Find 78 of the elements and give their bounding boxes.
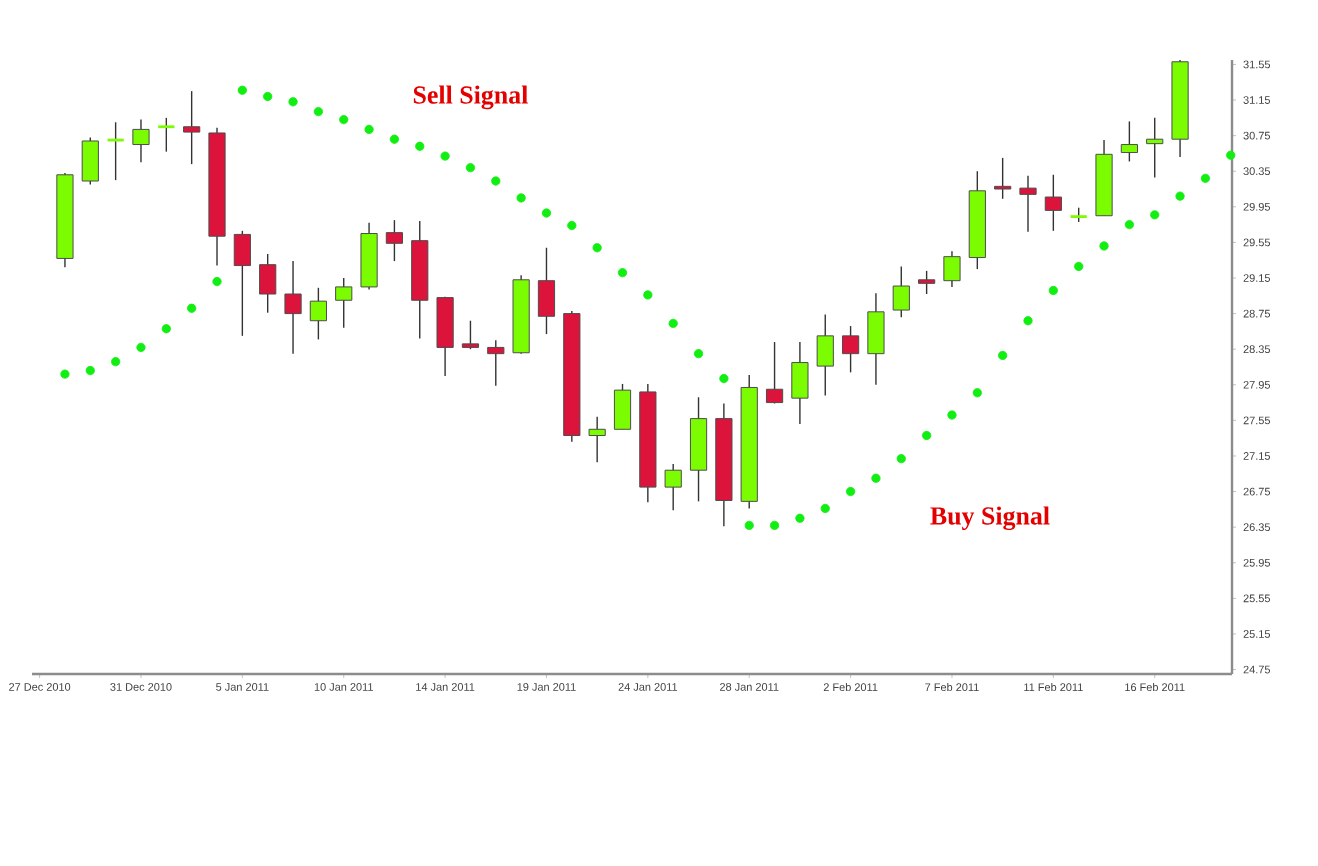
point	[795, 513, 805, 523]
point	[389, 134, 400, 144]
candlestick	[892, 265, 910, 318]
candlestick	[816, 313, 834, 397]
point	[111, 357, 121, 367]
candlestick	[156, 117, 176, 153]
point	[136, 342, 146, 353]
candlestick	[537, 247, 556, 335]
candlestick	[1120, 120, 1138, 163]
point	[1226, 150, 1236, 160]
point	[237, 85, 247, 95]
point	[60, 369, 70, 379]
point	[769, 520, 780, 530]
candlestick	[841, 325, 860, 374]
point	[212, 276, 222, 287]
point	[1124, 220, 1134, 230]
point	[187, 303, 197, 313]
point	[1099, 241, 1109, 251]
candlestick	[664, 463, 682, 511]
point	[85, 365, 95, 376]
point	[339, 115, 349, 125]
candlestick	[791, 341, 809, 425]
candlestick	[259, 253, 277, 314]
point	[846, 486, 856, 497]
candlestick	[335, 277, 353, 329]
point	[972, 388, 982, 398]
point	[465, 163, 476, 173]
candlestick	[487, 339, 505, 387]
candlestick	[233, 230, 251, 337]
candlestick	[309, 287, 327, 341]
candlestick	[284, 260, 302, 355]
candlestick	[588, 416, 606, 463]
point	[440, 151, 450, 161]
candlestick	[867, 292, 885, 386]
candlestick	[1146, 117, 1164, 179]
candlestick	[385, 219, 404, 262]
point	[415, 141, 425, 151]
point	[998, 350, 1008, 361]
point	[1048, 285, 1058, 296]
point	[1074, 261, 1084, 272]
candlestick	[81, 136, 99, 186]
point	[516, 193, 526, 203]
candlestick	[613, 383, 632, 430]
candlestick	[765, 341, 784, 405]
point	[643, 290, 653, 300]
point	[1023, 316, 1033, 326]
point	[541, 208, 552, 218]
point	[1150, 210, 1160, 220]
point	[668, 318, 678, 328]
candlestick	[461, 320, 480, 350]
candlestick	[1019, 174, 1037, 233]
point	[491, 176, 501, 186]
candlestick	[918, 270, 936, 295]
point	[161, 324, 171, 334]
point	[263, 91, 273, 102]
candlestick	[183, 90, 201, 165]
point	[617, 268, 628, 278]
candlestick	[943, 250, 961, 288]
point	[567, 220, 577, 231]
candlestick	[1044, 174, 1062, 232]
point	[744, 520, 754, 530]
point	[364, 124, 374, 134]
annotation: Buy Signal	[930, 506, 1050, 531]
point	[313, 107, 323, 117]
annotation: Sell Signal	[413, 85, 528, 110]
point	[592, 243, 602, 253]
point	[693, 349, 704, 359]
point	[719, 373, 729, 384]
point	[288, 97, 298, 107]
point	[820, 503, 830, 514]
candlestick	[132, 118, 150, 164]
point	[922, 430, 932, 441]
point	[871, 473, 881, 483]
point	[1200, 173, 1210, 183]
candlestick	[994, 157, 1012, 200]
point	[1175, 191, 1185, 201]
point	[947, 410, 957, 420]
point	[896, 454, 906, 464]
